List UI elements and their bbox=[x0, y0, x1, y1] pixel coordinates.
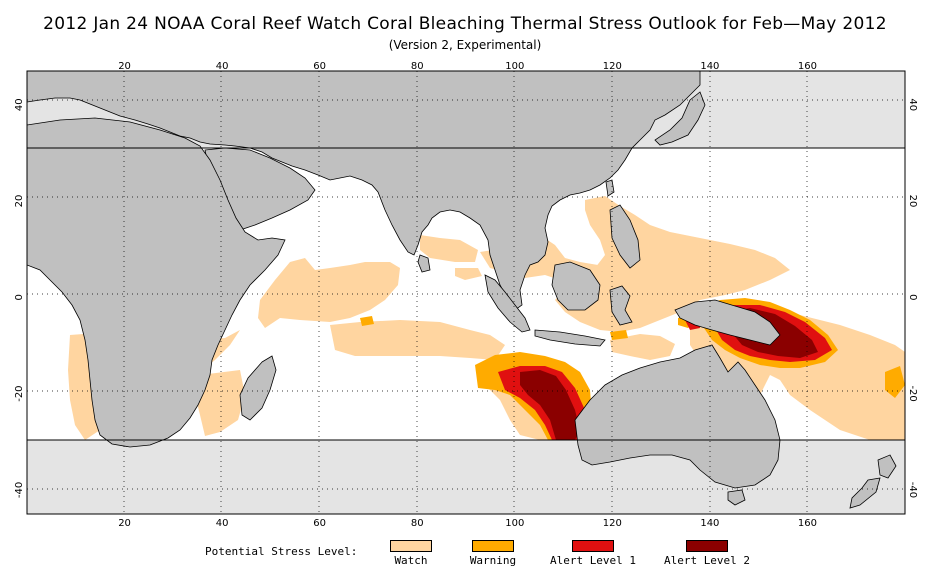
lat-tick-label: 20 bbox=[14, 195, 25, 208]
sumatra-land bbox=[484, 274, 531, 333]
sulawesi-land bbox=[609, 285, 633, 326]
lat-tick-label: 0 bbox=[14, 294, 25, 300]
lon-tick-label: 140 bbox=[700, 518, 719, 529]
eurasia-land bbox=[27, 71, 701, 311]
madagascar-land bbox=[239, 355, 277, 421]
japan-land bbox=[654, 91, 706, 146]
lon-tick-label: 80 bbox=[411, 518, 424, 529]
lon-tick-label: 160 bbox=[798, 61, 817, 72]
lon-tick-label: 100 bbox=[505, 61, 524, 72]
page-title: 2012 Jan 24 NOAA Coral Reef Watch Coral … bbox=[43, 14, 887, 34]
lon-tick-label: 20 bbox=[118, 61, 131, 72]
lon-tick-label: 100 bbox=[505, 518, 524, 529]
lat-tick-label: 40 bbox=[907, 98, 918, 111]
legend-label-alert-level-2: Alert Level 2 bbox=[663, 554, 751, 567]
lat-tick-label: 20 bbox=[907, 195, 918, 208]
land-masses bbox=[27, 71, 897, 509]
legend-item-watch: Watch bbox=[366, 540, 456, 567]
lat-ticks-right: 40 20 0 -20 -40 bbox=[907, 98, 918, 498]
legend-swatch-watch bbox=[390, 540, 432, 552]
legend-item-warning: Warning bbox=[448, 540, 538, 567]
borneo-land bbox=[551, 261, 601, 311]
lat-tick-label: -20 bbox=[14, 385, 25, 401]
lat-ticks-left: 40 20 0 -20 -40 bbox=[14, 98, 25, 498]
lon-ticks-bottom: 20 40 60 80 100 120 140 160 bbox=[118, 518, 817, 529]
lon-tick-label: 40 bbox=[216, 518, 229, 529]
africa-land bbox=[27, 117, 286, 448]
lon-tick-label: 60 bbox=[313, 518, 326, 529]
lon-tick-label: 120 bbox=[603, 518, 622, 529]
lon-tick-label: 80 bbox=[411, 61, 424, 72]
java-land bbox=[534, 329, 606, 347]
philippines-land bbox=[609, 204, 641, 269]
sri-lanka-land bbox=[417, 254, 431, 273]
legend-swatch-alert-level-1 bbox=[572, 540, 614, 552]
legend-label-watch: Watch bbox=[394, 554, 428, 567]
map-frame bbox=[26, 70, 906, 515]
lon-tick-label: 160 bbox=[798, 518, 817, 529]
legend-label-alert-level-1: Alert Level 1 bbox=[549, 554, 637, 567]
lat-tick-label: -40 bbox=[907, 482, 918, 498]
australia-land bbox=[574, 344, 781, 489]
legend-item-alert-level-2: Alert Level 2 bbox=[662, 540, 752, 567]
legend-title: Potential Stress Level: bbox=[205, 545, 358, 558]
lat-tick-label: 0 bbox=[907, 294, 918, 300]
legend-swatch-warning bbox=[472, 540, 514, 552]
lat-tick-label: -40 bbox=[14, 482, 25, 498]
tasmania-land bbox=[727, 489, 746, 506]
lat-tick-label: -20 bbox=[907, 385, 918, 401]
legend-label-warning: Warning bbox=[469, 554, 517, 567]
legend-item-alert-level-1: Alert Level 1 bbox=[548, 540, 638, 567]
lon-tick-label: 140 bbox=[700, 61, 719, 72]
lon-ticks-top: 20 40 60 80 100 120 140 160 bbox=[118, 61, 817, 72]
legend-swatch-alert-level-2 bbox=[686, 540, 728, 552]
lon-tick-label: 20 bbox=[118, 518, 131, 529]
new-zealand-land bbox=[849, 454, 897, 509]
lat-tick-label: 40 bbox=[14, 98, 25, 111]
new-guinea-land bbox=[674, 299, 781, 346]
lon-tick-label: 120 bbox=[603, 61, 622, 72]
page-subtitle: (Version 2, Experimental) bbox=[388, 38, 542, 52]
lon-tick-label: 40 bbox=[216, 61, 229, 72]
lon-tick-label: 60 bbox=[313, 61, 326, 72]
